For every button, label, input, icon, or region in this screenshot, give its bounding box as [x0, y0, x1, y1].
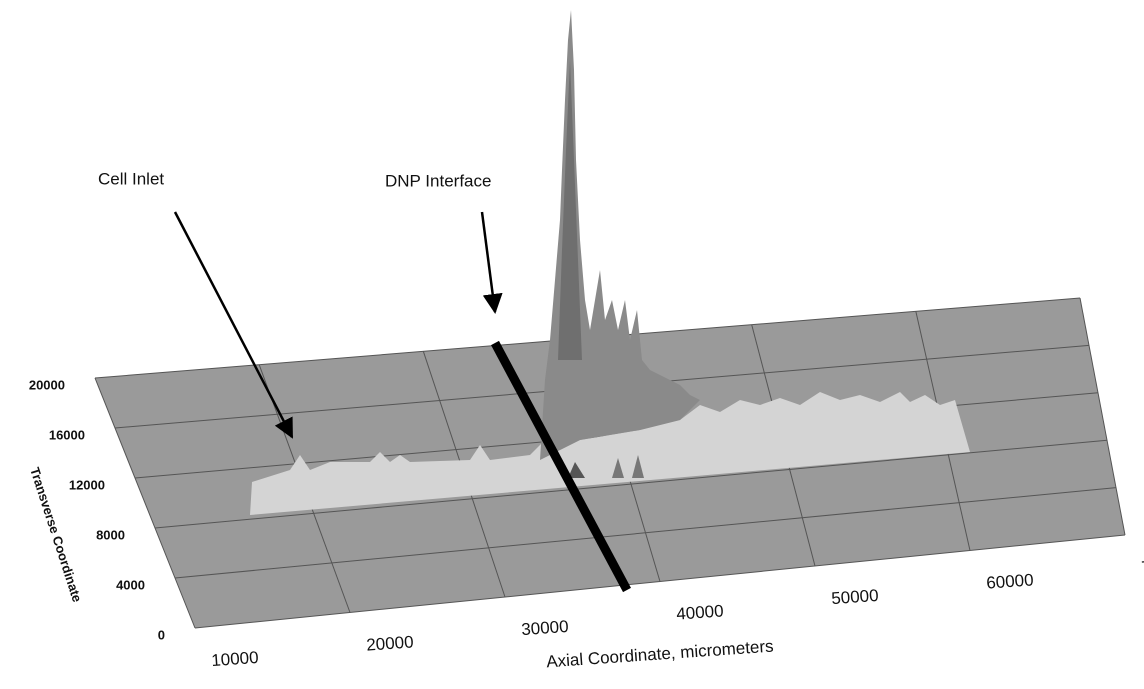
x-tick-label: 30000 [521, 617, 569, 639]
surface-bump [632, 455, 644, 478]
y-tick-label: 20000 [29, 377, 65, 392]
grid-line [174, 487, 1117, 579]
surface [250, 10, 970, 515]
grid-line [94, 377, 196, 629]
grid-line [194, 534, 1126, 629]
y-tick-label: 4000 [116, 577, 145, 592]
surface-bump [612, 458, 624, 478]
grid-line [154, 439, 1108, 529]
annotation-arrow [480, 211, 503, 314]
x-tick-label: 50000 [831, 586, 879, 608]
x-tick-label: 60000 [986, 570, 1034, 592]
x-tick-label: 70000 [1141, 555, 1144, 577]
y-tick-label: 0 [158, 627, 165, 642]
y-tick-label: 8000 [96, 527, 125, 542]
y-tick-label: 16000 [49, 427, 85, 442]
surface-peak-inner [558, 60, 582, 360]
annotation: DNP Interface [385, 171, 491, 190]
annotation-arrow [173, 211, 294, 439]
annotation: Cell Inlet [98, 169, 164, 188]
x-tick-label: 20000 [366, 632, 414, 654]
x-axis-label: Axial Coordinate, micrometers [546, 637, 774, 672]
surface-bump [568, 462, 585, 478]
x-tick-label: 40000 [676, 601, 724, 623]
surface-base [250, 392, 970, 515]
x-tick-label: 10000 [211, 648, 259, 670]
grid-line [1079, 297, 1126, 536]
dnp-interface-line [491, 340, 631, 593]
y-tick-label: 12000 [69, 477, 105, 492]
